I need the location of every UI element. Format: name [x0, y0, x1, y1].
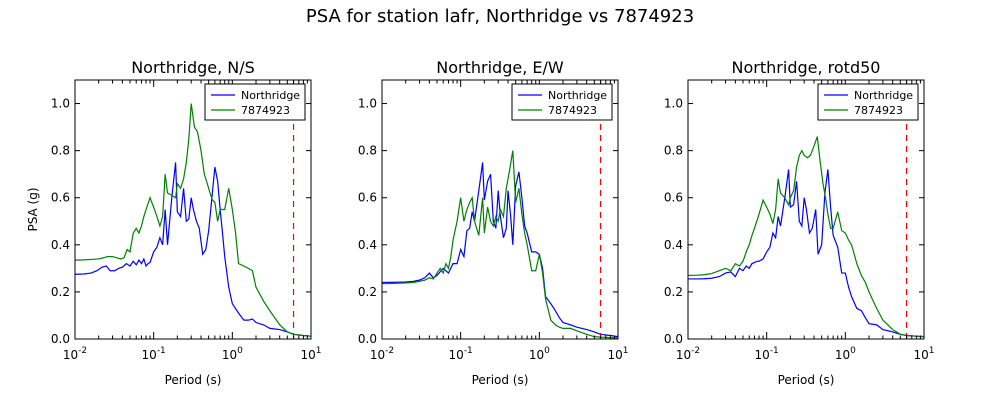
y-tick-label: 0.6 [358, 191, 377, 205]
x-tick-label: 10-1 [755, 346, 779, 362]
y-tick-label: 0.8 [51, 144, 70, 158]
series-line-northridge [688, 169, 924, 338]
legend-label: 7874923 [548, 104, 597, 117]
x-tick-exponent: -2 [78, 346, 87, 356]
figure-suptitle: PSA for station lafr, Northridge vs 7874… [306, 6, 694, 27]
y-tick-label: 1.0 [664, 97, 683, 111]
x-tick-exponent: -1 [770, 346, 779, 356]
x-tick-label: 10-1 [449, 346, 473, 362]
x-tick-label: 101 [607, 346, 628, 362]
y-tick-label: 0.4 [51, 238, 70, 252]
y-tick-label: 0.8 [358, 144, 377, 158]
x-tick-base: 10 [835, 348, 850, 362]
x-tick-exponent: 1 [929, 346, 935, 356]
y-tick-label: 0.2 [358, 285, 377, 299]
x-tick-base: 10 [529, 348, 544, 362]
plot-area [75, 80, 311, 339]
y-tick-label: 0.0 [51, 332, 70, 346]
subplot-title: Northridge, E/W [436, 58, 564, 77]
series-line-simulation [382, 150, 618, 339]
axes-frame [381, 79, 619, 340]
x-tick-label: 100 [222, 346, 243, 362]
x-tick-exponent: 0 [544, 346, 550, 356]
y-tick-label: 0.0 [358, 332, 377, 346]
x-tick-label: 101 [913, 346, 934, 362]
subplot-title: Northridge, rotd50 [732, 58, 881, 77]
y-tick-label: 0.6 [51, 191, 70, 205]
series-line-northridge [382, 162, 618, 338]
x-tick-label: 10-2 [63, 346, 87, 362]
y-tick-label: 0.2 [51, 285, 70, 299]
y-tick-label: 0.8 [664, 144, 683, 158]
axes-frame [74, 79, 312, 340]
series-line-northridge [75, 162, 311, 337]
x-tick-exponent: 1 [623, 346, 629, 356]
x-tick-exponent: 1 [316, 346, 322, 356]
x-tick-base: 10 [63, 348, 78, 362]
x-tick-label: 10-1 [142, 346, 166, 362]
x-tick-exponent: -1 [157, 346, 166, 356]
legend: Northridge 7874923 [204, 83, 306, 121]
legend-label: Northridge [241, 89, 300, 102]
x-tick-exponent: 0 [237, 346, 243, 356]
legend: Northridge 7874923 [817, 83, 919, 121]
legend-label: Northridge [548, 89, 607, 102]
x-tick-base: 10 [755, 348, 770, 362]
y-tick-label: 0.4 [664, 238, 683, 252]
x-tick-label: 100 [529, 346, 550, 362]
y-tick-label: 0.0 [664, 332, 683, 346]
x-axis-label: Period (s) [165, 373, 222, 387]
x-tick-exponent: -2 [385, 346, 394, 356]
y-tick-label: 0.4 [358, 238, 377, 252]
x-tick-label: 100 [835, 346, 856, 362]
x-tick-base: 10 [607, 348, 622, 362]
subplot-2: Northridge, E/W0.00.20.40.60.81.010-2 10-… [358, 58, 629, 387]
axes-frame [687, 79, 925, 340]
x-tick-base: 10 [370, 348, 385, 362]
subplot-3: Northridge, rotd500.00.20.40.60.81.010-2… [664, 58, 935, 387]
subplot-1: Northridge, N/S0.00.20.40.60.81.010-2 10-… [26, 58, 322, 387]
x-tick-label: 101 [300, 346, 321, 362]
plot-area [688, 80, 924, 339]
y-tick-label: 1.0 [358, 97, 377, 111]
legend: Northridge 7874923 [511, 83, 613, 121]
legend-label: 7874923 [854, 104, 903, 117]
x-tick-base: 10 [222, 348, 237, 362]
y-tick-label: 1.0 [51, 97, 70, 111]
x-tick-base: 10 [142, 348, 157, 362]
legend-label: Northridge [854, 89, 913, 102]
x-tick-base: 10 [300, 348, 315, 362]
subplot-title: Northridge, N/S [131, 58, 255, 77]
series-line-simulation [688, 136, 924, 338]
y-axis-label: PSA (g) [26, 187, 40, 231]
x-tick-label: 10-2 [370, 346, 394, 362]
x-axis-label: Period (s) [472, 373, 529, 387]
x-tick-exponent: -2 [691, 346, 700, 356]
series-line-simulation [75, 103, 311, 337]
x-tick-label: 10-2 [676, 346, 700, 362]
x-axis-label: Period (s) [778, 373, 835, 387]
legend-box [511, 83, 613, 121]
x-tick-exponent: -1 [464, 346, 473, 356]
legend-label: 7874923 [241, 104, 290, 117]
subplot-panels: Northridge, N/S0.00.20.40.60.81.010-2 10-… [26, 58, 935, 387]
y-tick-label: 0.2 [664, 285, 683, 299]
y-tick-label: 0.6 [664, 191, 683, 205]
x-tick-base: 10 [449, 348, 464, 362]
legend-box [817, 83, 919, 121]
plot-area [382, 80, 618, 339]
x-tick-exponent: 0 [850, 346, 856, 356]
x-tick-base: 10 [913, 348, 928, 362]
x-tick-base: 10 [676, 348, 691, 362]
legend-box [204, 83, 306, 121]
